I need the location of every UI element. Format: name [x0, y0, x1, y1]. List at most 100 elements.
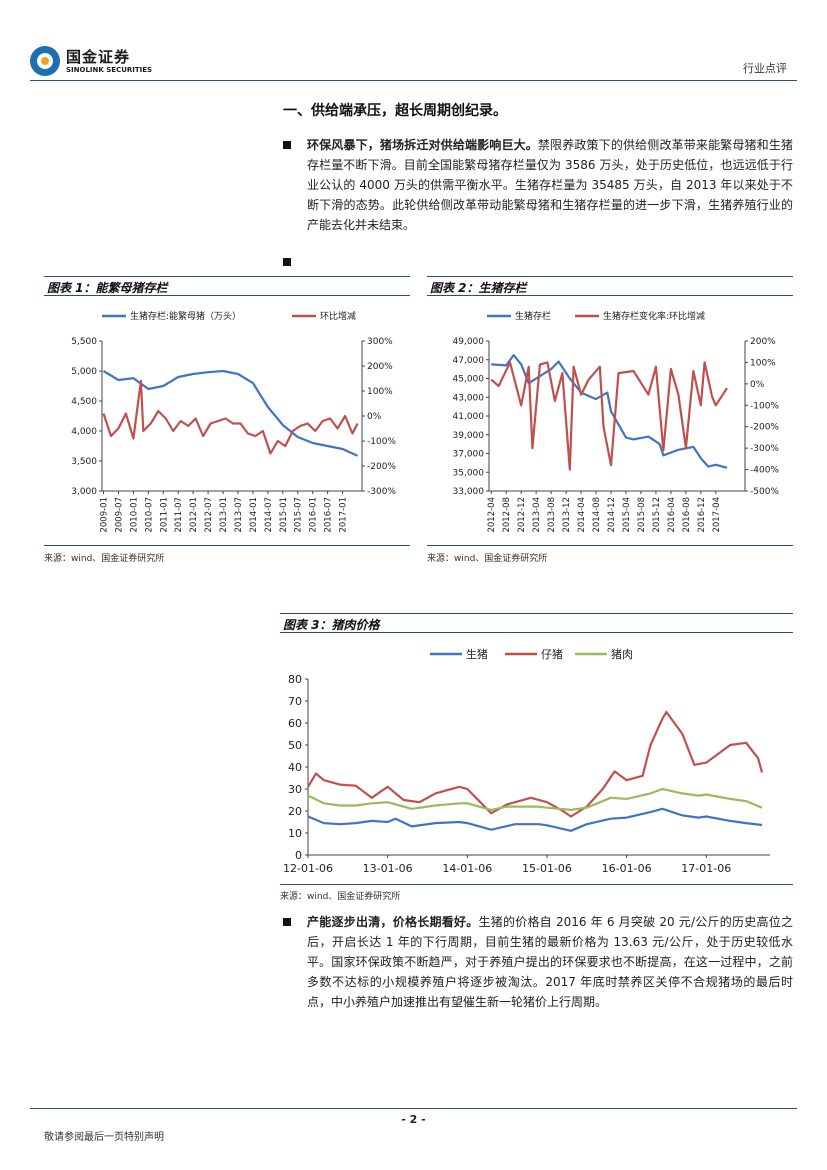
- x-tick-label: 14-01-06: [442, 862, 492, 875]
- x-tick-label: 2012-01: [189, 497, 199, 533]
- logo-mark-icon: [30, 46, 60, 76]
- legend-label: 生猪存栏: [515, 310, 551, 322]
- x-tick-label: 13-01-06: [363, 862, 413, 875]
- bullet-icon: [283, 258, 291, 266]
- y-tick-label: 10: [288, 827, 302, 840]
- page-number: - 2 -: [401, 1113, 426, 1126]
- x-tick-label: 17-01-06: [681, 862, 731, 875]
- y-tick-label-left: 35,000: [453, 468, 485, 478]
- series-line-2: [307, 710, 764, 818]
- legend-label: 生猪存栏:能繁母猪（万头）: [130, 310, 241, 322]
- y-tick-label-left: 5,500: [71, 337, 97, 347]
- bullet-icon: [283, 918, 291, 926]
- figure-1-source: 来源：wind、国金证券研究所: [44, 554, 165, 564]
- header-divider: [30, 80, 797, 81]
- y-tick-label: 30: [288, 783, 302, 796]
- x-tick-label: 15-01-06: [522, 862, 572, 875]
- x-tick-label: 2015-08: [637, 497, 647, 533]
- x-tick-label: 2014-08: [592, 497, 602, 533]
- x-tick-label: 2013-01: [219, 497, 229, 533]
- y-tick-label-left: 37,000: [453, 450, 485, 460]
- x-tick-label: 2014-04: [577, 497, 587, 533]
- y-tick-label-left: 33,000: [453, 487, 485, 497]
- y-tick-label-right: -400%: [750, 466, 779, 476]
- series-line-2: [490, 361, 728, 471]
- paragraph-price: 产能逐步出清，价格长期看好。生猪的价格自 2016 年 6 月突破 20 元/公…: [283, 912, 793, 1012]
- x-tick-label: 2012-12: [517, 497, 527, 533]
- figure-2-frame: 33,000 35,000 37,000 39,000 41,000 43,000 45,0…: [427, 296, 793, 546]
- legend-label: 猪肉: [611, 648, 633, 661]
- x-tick-label: 2014-12: [607, 497, 617, 533]
- x-tick-label: 2011-07: [174, 497, 184, 533]
- x-tick-label: 2009-01: [99, 497, 109, 533]
- x-tick-label: 2012-08: [502, 497, 512, 533]
- x-tick-label: 2016-04: [667, 497, 677, 533]
- y-tick-label-left: 49,000: [453, 337, 485, 347]
- report-type-tag: 行业点评: [743, 62, 787, 75]
- x-tick-label: 2009-07: [114, 497, 124, 533]
- y-tick-label-left: 45,000: [453, 375, 485, 385]
- y-tick-label-right: 200%: [750, 337, 776, 347]
- y-tick-label-right: 100%: [750, 358, 776, 368]
- figure-3-frame: 0 10 20 30 40 50 60 70 80 12-01-06 13-01-06 14-01-0…: [280, 633, 793, 885]
- company-logo: 国金证券 SINOLINK SECURITIES: [30, 44, 160, 80]
- figure-1-frame: 3,000 3,500 4,000 4,500 5,000 5,500 -300% -200%…: [44, 296, 410, 546]
- figure-2-source: 来源：wind、国金证券研究所: [427, 554, 548, 564]
- figure-3-chart: 0 10 20 30 40 50 60 70 80 12-01-06 13-01-06 14-01-0…: [283, 647, 770, 875]
- legend-label: 生猪存栏变化率:环比增减: [603, 310, 705, 322]
- legend-label: 环比增减: [320, 310, 356, 322]
- x-tick-label: 2013-12: [562, 497, 572, 533]
- paragraph-lead: 产能逐步出清，价格长期看好。: [307, 915, 479, 929]
- y-tick-label: 60: [288, 717, 302, 730]
- series-line-1: [491, 354, 728, 469]
- series-line-1: [307, 807, 763, 832]
- y-tick-label-left: 41,000: [453, 412, 485, 422]
- x-tick-label: 2013-04: [532, 497, 542, 533]
- y-tick-label: 70: [288, 695, 302, 708]
- x-tick-label: 12-01-06: [283, 862, 333, 875]
- y-tick-label-right: -300%: [750, 444, 779, 454]
- y-tick-label-left: 4,500: [71, 397, 97, 407]
- y-tick-label: 20: [288, 805, 302, 818]
- x-tick-label: 2010-01: [129, 497, 139, 533]
- x-tick-label: 2015-01: [279, 497, 289, 533]
- legend-label: 仔猪: [541, 648, 563, 661]
- x-tick-label: 2015-04: [622, 497, 632, 533]
- series-line-2: [102, 379, 359, 455]
- figure-3-source: 来源：wind、国金证券研究所: [280, 892, 401, 902]
- paragraph-supply: 环保风暴下，猪场拆迁对供给端影响巨大。禁限养政策下的供给侧改革带来能繁母猪和生猪…: [283, 135, 793, 235]
- x-tick-label: 2016-07: [324, 497, 334, 533]
- y-tick-label: 50: [288, 739, 302, 752]
- x-tick-label: 2015-12: [652, 497, 662, 533]
- x-tick-label: 2015-07: [294, 497, 304, 533]
- y-tick-label-right: 300%: [367, 337, 393, 347]
- figure-3-title: 图表 3：猪肉价格: [280, 613, 793, 633]
- x-tick-label: 2014-07: [264, 497, 274, 533]
- y-tick-label-left: 3,000: [71, 487, 97, 497]
- paragraph-body: 生猪的价格自 2016 年 6 月突破 20 元/公斤的历史高位之后，开启长达 …: [307, 915, 793, 1009]
- y-tick-label-right: -500%: [750, 487, 779, 497]
- logo-cn-text: 国金证券: [66, 48, 131, 66]
- y-tick-label-right: 0%: [367, 412, 382, 422]
- footer-divider: [30, 1108, 797, 1109]
- legend-label: 生猪: [466, 647, 488, 661]
- x-tick-label: 2012-04: [487, 497, 497, 533]
- x-tick-label: 2017-04: [712, 497, 722, 533]
- bullet-icon: [283, 141, 291, 149]
- y-tick-label-left: 43,000: [453, 393, 485, 403]
- y-tick-label-left: 3,500: [71, 457, 97, 467]
- y-tick-label-right: -200%: [367, 462, 396, 472]
- series-line-3: [307, 787, 763, 811]
- x-tick-label: 2013-08: [547, 497, 557, 533]
- paragraph-body: 禁限养政策下的供给侧改革带来能繁母猪和生猪存栏量不断下滑。目前全国能繁母猪存栏量…: [307, 138, 793, 232]
- y-tick-label-right: 200%: [367, 362, 393, 372]
- x-tick-label: 2014-01: [249, 497, 259, 533]
- figure-1-chart: 3,000 3,500 4,000 4,500 5,000 5,500 -300% -200%…: [71, 310, 396, 533]
- figure-2-chart: 33,000 35,000 37,000 39,000 41,000 43,000 45,0…: [453, 310, 780, 533]
- x-tick-label: 2010-07: [144, 497, 154, 533]
- x-tick-label: 2012-07: [204, 497, 214, 533]
- x-tick-label: 2016-01: [309, 497, 319, 533]
- y-tick-label-right: -100%: [367, 437, 396, 447]
- y-tick-label: 80: [288, 673, 302, 686]
- series-line-1: [102, 369, 358, 457]
